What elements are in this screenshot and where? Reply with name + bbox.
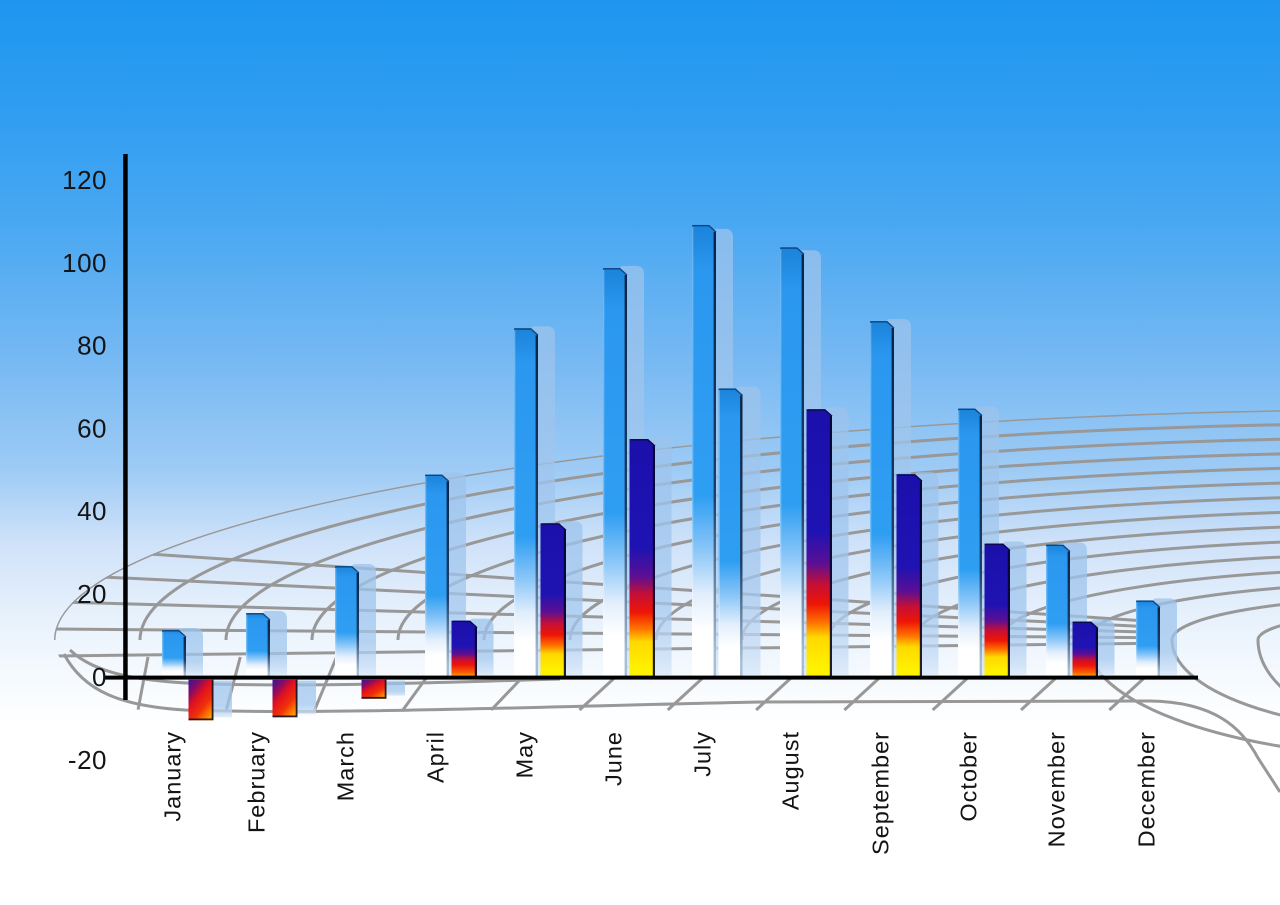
svg-text:October: October	[956, 731, 982, 822]
svg-text:March: March	[333, 731, 359, 801]
svg-text:April: April	[423, 731, 449, 783]
svg-text:-20: -20	[68, 745, 107, 775]
svg-text:February: February	[244, 731, 270, 833]
svg-text:60: 60	[77, 414, 107, 444]
svg-text:June: June	[601, 731, 627, 786]
svg-text:January: January	[160, 731, 186, 822]
svg-text:0: 0	[92, 662, 107, 692]
svg-text:100: 100	[62, 248, 107, 278]
svg-text:July: July	[690, 731, 716, 777]
svg-text:120: 120	[62, 165, 107, 195]
svg-text:40: 40	[77, 496, 107, 526]
svg-text:May: May	[512, 731, 538, 778]
svg-text:August: August	[778, 731, 804, 810]
svg-text:80: 80	[77, 331, 107, 361]
svg-text:20: 20	[77, 579, 107, 609]
svg-text:December: December	[1134, 731, 1160, 847]
svg-text:September: September	[868, 731, 894, 855]
svg-text:November: November	[1044, 731, 1070, 847]
